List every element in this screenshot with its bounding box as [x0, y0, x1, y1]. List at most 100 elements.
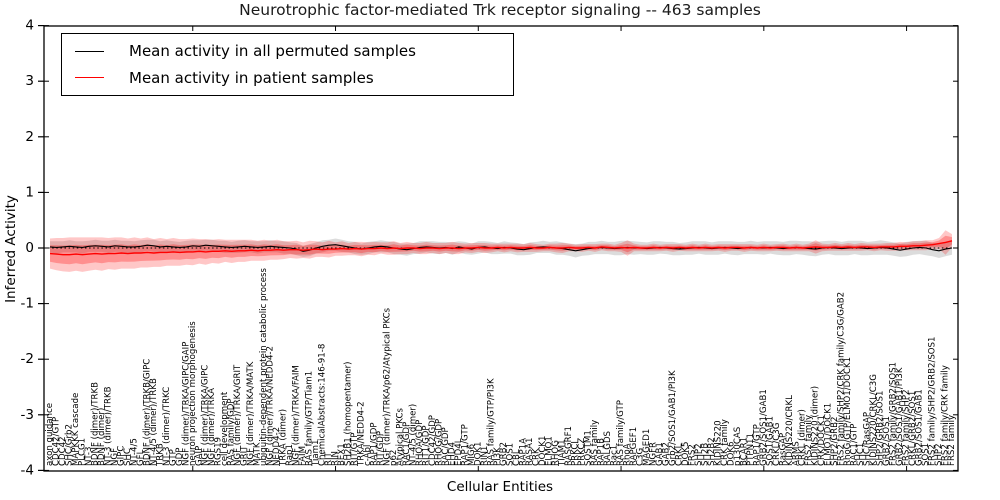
entity-tick-label: RHOA/GDP	[415, 420, 425, 466]
entity-tick-label: SHC	[123, 448, 133, 466]
entity-tick-label: GFL	[136, 449, 146, 466]
entity-tick-label: p62	[389, 450, 399, 466]
entity-tick-label: SHP2/GRB2	[830, 417, 840, 466]
entity-tick-label: RAP1/GTP	[752, 424, 762, 466]
entity-tick-label: FAIM	[298, 446, 308, 466]
entity-tick-label: RAS family	[590, 420, 600, 466]
entity-tick-label: TIAM1	[558, 439, 568, 467]
entity-tick-label: CDC42/GDP	[428, 415, 438, 466]
entity-tick-label: NT-3	[84, 447, 94, 466]
entity-tick-label: Grb2/SOS1/GAB1/PI3K	[668, 370, 678, 466]
entity-tick-label: KIDINS220/CRKL/C3G	[869, 374, 879, 466]
entity-tick-label: MAGED1	[642, 429, 652, 466]
entity-tick-label: RAS family/GTP/Tiam1	[305, 371, 315, 466]
entity-tick-label: CBL	[512, 449, 522, 466]
entity-tick-label: CRKL (dimer)	[798, 409, 808, 466]
legend-row-permuted: Mean activity in all permuted samples	[62, 38, 513, 64]
entity-tick-label: FRS2 family	[947, 415, 957, 466]
entity-tick-label: DOK1	[473, 442, 483, 467]
entity-tick-label: Atypical PKCs	[395, 408, 405, 466]
entity-tick-label: RAP1A	[519, 438, 529, 466]
y-tick-label: 4	[25, 18, 34, 34]
entity-tick-label: RAS family/GTP	[616, 400, 626, 466]
entity-tick-label: Rap1	[285, 444, 295, 466]
entity-tick-label: PRKCZ	[577, 438, 587, 466]
entity-tick-label: MAPKKK cascade	[71, 393, 81, 466]
y-tick-label: -1	[21, 296, 34, 312]
entity-tick-label: NGF	[110, 448, 120, 466]
entity-tick-label: RAP1/GTP	[460, 424, 470, 466]
entity-tick-label: GAIP	[194, 446, 204, 466]
entity-tick-label: C3G	[636, 448, 646, 466]
legend: Mean activity in all permuted samples Me…	[61, 33, 514, 96]
entity-tick-label: RAS family/GDP	[227, 398, 237, 466]
entity-tick-label: GRB2	[499, 442, 509, 466]
entity-tick-label: Tiam1	[311, 440, 321, 467]
entity-tick-label: NGF (dimer)/TRKA/MATK	[246, 361, 256, 466]
entity-tick-label: RIN1	[480, 446, 490, 466]
entity-tick-label: GRB2/SOS1/GAB1	[915, 389, 925, 466]
entity-tick-label: SOS1/GAB1	[765, 416, 775, 466]
entity-tick-label: FRS2 family/SHP2	[902, 389, 912, 466]
x-axis-label: Cellular Entities	[446, 479, 554, 495]
y-tick-label: -4	[21, 462, 34, 478]
entity-tick-label: axon guidance	[45, 403, 55, 466]
entity-tick-label: SQSTM1	[584, 430, 594, 466]
entity-tick-label: NGF (dimer)/TRKA/FAIM	[292, 365, 302, 466]
entity-tick-label: CRKL/C3G	[772, 423, 782, 466]
y-axis-label: Inferred Activity	[3, 195, 19, 303]
entity-tick-label: CRKL	[674, 443, 684, 466]
entity-tick-label: RAC1/GTP	[850, 424, 860, 467]
entity-tick-label: CRK	[532, 448, 542, 466]
entity-tick-label: NT-4/5 (dimer)/TRKB	[149, 378, 159, 466]
entity-tick-label: neuron projection morphogenesis	[188, 321, 198, 466]
entity-tick-label: NGF (dimer)/TRKA/NEDD4-2	[266, 346, 276, 466]
entity-tick-label: TRKB	[155, 443, 165, 467]
entity-tick-label: RALGDS	[603, 431, 613, 466]
entity-tick-label: NGF (dimer)/TRKA/GIPC	[201, 365, 211, 466]
entity-tick-label: Rac1	[610, 445, 620, 466]
entity-tick-label: p130CAS	[733, 427, 743, 466]
permuted-line-swatch	[75, 50, 104, 52]
entity-tick-label: SOS1	[506, 443, 516, 466]
patient-std-band-outer	[50, 230, 952, 272]
entity-tick-label: NT-4/5 (dimer)	[408, 404, 418, 466]
entity-tick-label: BEX1	[337, 443, 347, 466]
entity-tick-label: TRKA/NEDD4-2	[356, 401, 366, 467]
legend-label-patient: Mean activity in patient samples	[129, 68, 374, 87]
entity-tick-label: FRS2 family/CRK family	[941, 365, 951, 466]
entity-tick-label: RAPGEF1	[629, 427, 639, 466]
entity-tick-label: RHOG/GDP	[434, 419, 444, 466]
y-tick-label: 1	[25, 184, 34, 200]
entity-tick-label: SHC/RasGAP	[863, 412, 873, 466]
y-tick-label: 0	[25, 240, 34, 256]
y-tick-label: -3	[21, 407, 34, 423]
entity-tick-label: PI3K	[493, 447, 503, 466]
entity-tick-label: GRB2/SOS1/GAB1	[759, 389, 769, 466]
entity-tick-label: FRS2 family/SHP2/CRK family/C3G/GAB2	[837, 292, 847, 466]
entity-tick-label: BCAR1	[739, 437, 749, 466]
entity-tick-label: EHD4	[447, 442, 457, 466]
entity-tick-label: CDC42/GTP	[51, 417, 61, 466]
entity-tick-label: PTPN11	[746, 433, 756, 466]
y-tick-label: 2	[25, 129, 34, 145]
entity-tick-label: cell development	[220, 391, 230, 466]
entity-tick-label: TRKA (dimer)	[279, 409, 289, 467]
entity-tick-label: SH2B2	[707, 437, 717, 466]
legend-row-patient: Mean activity in patient samples	[62, 65, 513, 91]
entity-tick-label: RIN	[331, 451, 341, 466]
entity-tick-label: FRS2 family/GRB2/SOS1	[889, 362, 899, 466]
entity-tick-label: FRS2	[687, 444, 697, 466]
patient-std-band-inner	[50, 235, 952, 265]
entity-tick-label: CDC42	[58, 436, 68, 466]
entity-tick-label: SHP2/GRB2/SOS1	[876, 391, 886, 467]
entity-tick-label: RHOG	[551, 440, 561, 466]
entity-tick-label: NGF (dimer)/TRKA/GIPC/GAIP	[181, 342, 191, 466]
entity-tick-label: BDNF (dimer)	[97, 408, 107, 466]
entity-tick-label: RhoA	[623, 443, 633, 466]
entity-tick-label: ChemicalAbstracts:146-91-8	[318, 344, 328, 466]
entity-tick-label: MIG6	[467, 444, 477, 466]
entity-tick-label: RAP1/GDP	[369, 422, 379, 466]
entity-tick-label: CRKL/GRB2/SOS1	[908, 391, 918, 466]
